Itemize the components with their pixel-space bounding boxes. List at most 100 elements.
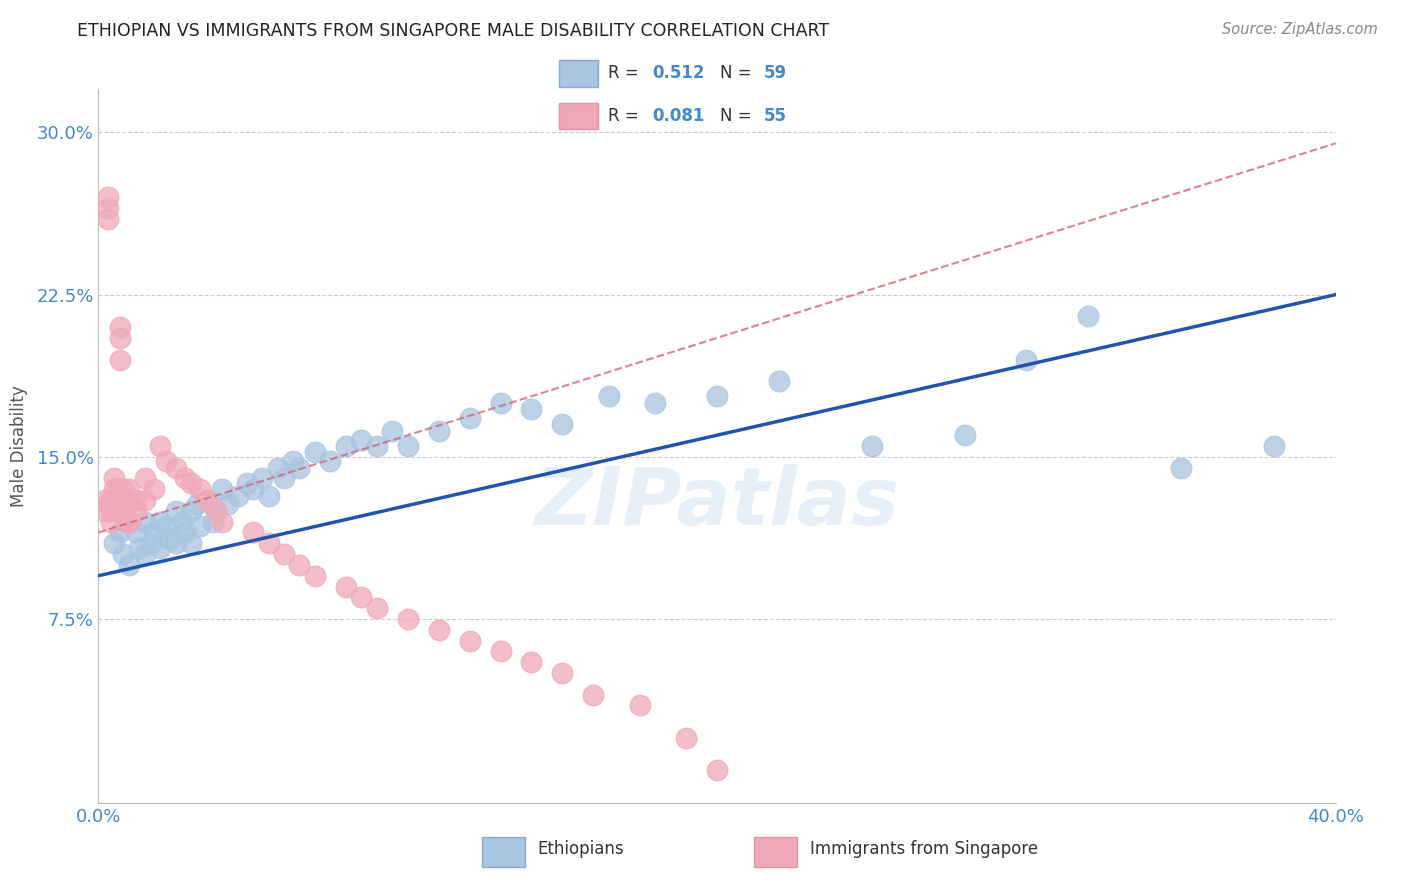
Point (174, 525, 197, 540)
Point (236, 475, 259, 490)
Point (190, 519, 212, 533)
FancyBboxPatch shape (754, 837, 797, 867)
Text: 55: 55 (765, 107, 787, 125)
Point (582, 688, 605, 702)
Point (335, 439, 357, 453)
Point (108, 525, 131, 540)
Point (628, 698, 651, 713)
Point (115, 515, 138, 529)
Point (103, 482, 125, 496)
Text: N =: N = (720, 107, 756, 125)
Point (195, 493, 218, 508)
Point (100, 493, 122, 508)
Point (551, 417, 574, 432)
Point (180, 536, 202, 550)
Point (1077, 310, 1099, 324)
Point (319, 454, 342, 468)
Point (1170, 460, 1192, 475)
Point (304, 445, 326, 459)
Point (134, 515, 156, 529)
Point (953, 428, 976, 442)
Point (174, 471, 197, 485)
Point (165, 504, 187, 518)
Text: ZIPatlas: ZIPatlas (534, 464, 900, 542)
Point (149, 541, 172, 555)
Point (108, 320, 131, 334)
FancyBboxPatch shape (482, 837, 526, 867)
Point (706, 764, 728, 778)
Text: 59: 59 (765, 64, 787, 82)
Point (93, 493, 115, 508)
Point (226, 489, 249, 503)
Point (304, 568, 326, 582)
Point (381, 424, 404, 438)
Point (115, 493, 138, 508)
Point (366, 601, 388, 615)
Text: R =: R = (609, 107, 644, 125)
Point (1015, 352, 1038, 367)
Point (551, 666, 574, 681)
Point (97, 201, 120, 215)
Point (128, 541, 150, 555)
Text: Ethiopians: Ethiopians (537, 840, 624, 858)
Point (103, 493, 125, 508)
Text: Source: ZipAtlas.com: Source: ZipAtlas.com (1222, 22, 1378, 37)
Point (190, 482, 212, 496)
Point (427, 623, 450, 637)
Point (124, 525, 146, 540)
Point (598, 389, 620, 403)
Point (489, 644, 512, 658)
Point (159, 532, 181, 546)
Point (283, 454, 305, 468)
Point (675, 731, 697, 745)
Point (165, 460, 187, 475)
Point (118, 515, 141, 529)
Point (288, 558, 311, 572)
Point (350, 433, 373, 447)
Point (149, 515, 172, 529)
FancyBboxPatch shape (558, 60, 598, 87)
Point (180, 504, 202, 518)
Point (396, 612, 419, 626)
Point (195, 493, 218, 508)
Point (105, 482, 128, 496)
Point (112, 504, 135, 518)
Point (350, 591, 373, 605)
Point (520, 402, 543, 417)
Point (257, 536, 280, 550)
Point (118, 497, 141, 511)
Point (644, 396, 666, 410)
Point (108, 352, 131, 367)
Point (273, 471, 295, 485)
Point (201, 515, 224, 529)
Point (100, 504, 122, 518)
Point (155, 519, 177, 533)
Point (458, 410, 481, 425)
Point (396, 439, 419, 453)
Text: R =: R = (609, 64, 644, 82)
Text: N =: N = (720, 64, 756, 82)
Point (124, 493, 146, 508)
Point (149, 439, 172, 453)
Point (520, 655, 543, 669)
Point (205, 504, 228, 518)
Text: 0.081: 0.081 (652, 107, 704, 125)
Point (134, 471, 156, 485)
Point (112, 482, 135, 496)
Point (427, 424, 450, 438)
Point (860, 439, 883, 453)
Point (267, 460, 290, 475)
Point (124, 504, 146, 518)
Point (768, 374, 790, 388)
Point (706, 389, 728, 403)
Point (273, 547, 295, 561)
Point (97, 211, 120, 226)
Point (100, 515, 122, 529)
Point (335, 580, 357, 594)
Point (143, 525, 166, 540)
Point (205, 504, 228, 518)
Point (112, 547, 135, 561)
Point (252, 471, 274, 485)
Text: Immigrants from Singapore: Immigrants from Singapore (810, 840, 1038, 858)
Point (217, 497, 239, 511)
